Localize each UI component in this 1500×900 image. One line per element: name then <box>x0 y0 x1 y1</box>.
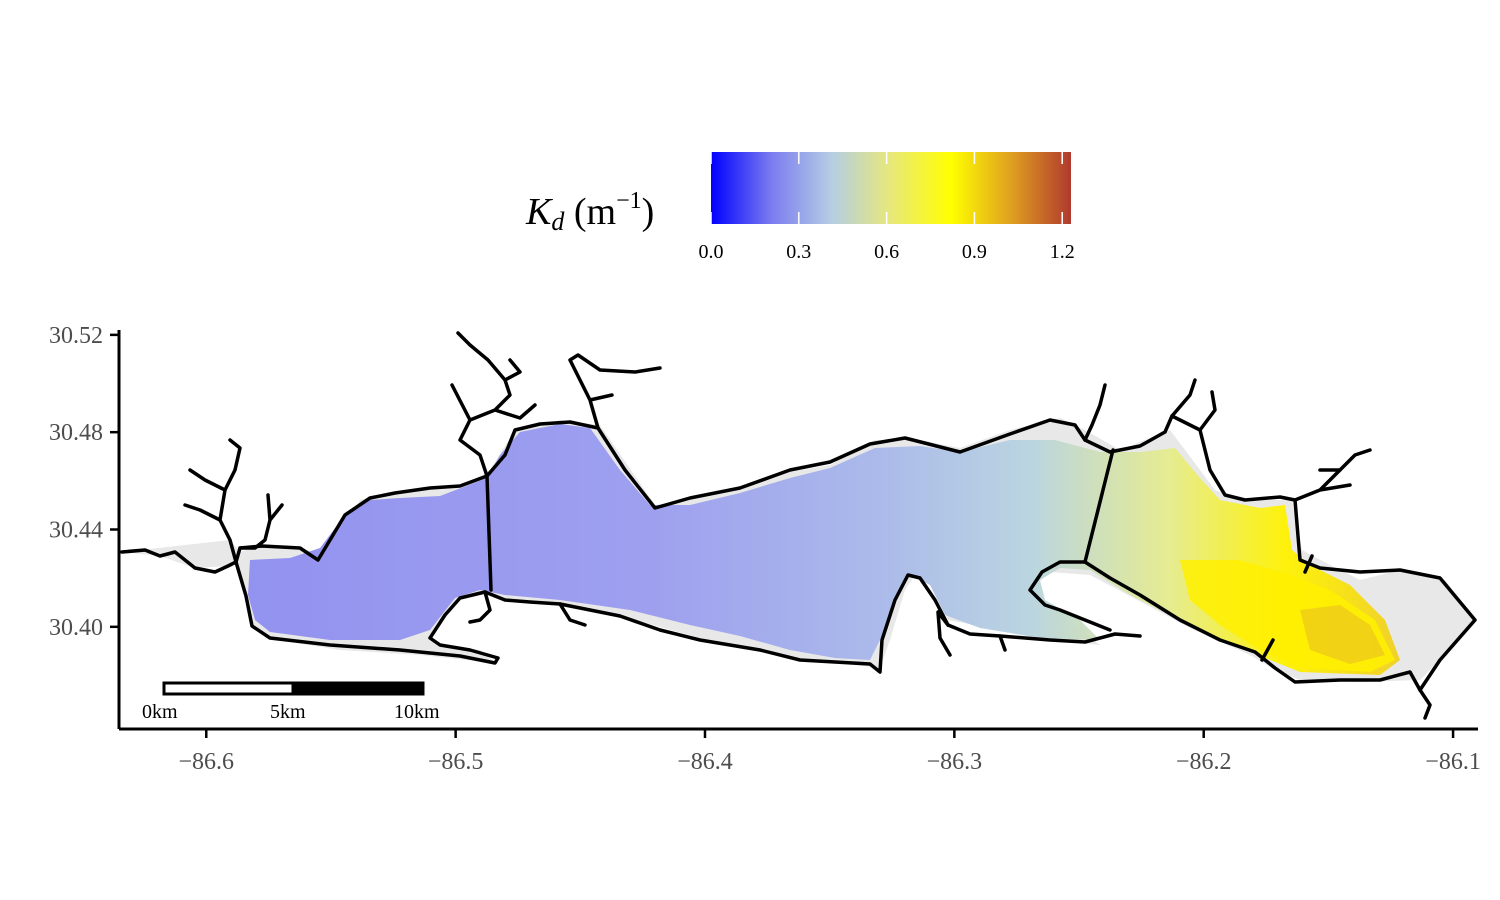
x-tick-label: −86.1 <box>1425 749 1481 775</box>
y-tick-label: 30.48 <box>49 420 103 446</box>
x-tick-label: −86.3 <box>927 749 983 775</box>
map-panel: −86.6 −86.5 −86.4 −86.3 −86.2 −86.1 30.52 30.4… <box>49 323 1481 775</box>
y-tick-label: 30.52 <box>49 323 103 349</box>
colorbar-tick-label: 0.3 <box>786 241 811 263</box>
x-axis-ticks: −86.6 −86.5 −86.4 −86.3 −86.2 −86.1 <box>179 729 1481 775</box>
x-tick-label: −86.4 <box>677 749 733 775</box>
x-tick-label: −86.6 <box>179 749 235 775</box>
colorbar-tick-label: 1.2 <box>1050 241 1075 263</box>
scale-label-0: 0km <box>142 701 178 723</box>
zone-boundaries <box>485 448 1314 662</box>
y-tick-label: 30.44 <box>49 518 103 544</box>
scale-bar-white-segment <box>162 681 295 696</box>
colorbar-ticks: 0.0 0.3 0.6 0.9 1.2 <box>699 152 1075 263</box>
coastline <box>120 331 1477 720</box>
scale-bar-black-segment <box>291 681 425 696</box>
scale-label-5: 5km <box>270 701 306 723</box>
colorbar <box>711 152 1071 224</box>
x-tick-label: −86.5 <box>428 749 484 775</box>
y-tick-label: 30.40 <box>49 615 103 641</box>
legend: Kd (m−1) 0.0 0.3 0.6 0.9 1.2 <box>525 152 1075 263</box>
x-tick-label: −86.2 <box>1176 749 1232 775</box>
water-kd-raster <box>248 424 1400 675</box>
colorbar-tick-label: 0.6 <box>874 241 899 263</box>
legend-title: Kd (m−1) <box>525 188 654 236</box>
colorbar-tick-label: 0.0 <box>699 241 724 263</box>
scale-bar: 0km 5km 10km <box>142 681 440 723</box>
y-axis-ticks: 30.52 30.48 30.44 30.40 <box>49 323 119 641</box>
peak-kd-hotspot <box>1300 605 1385 664</box>
colorbar-tick-label: 0.9 <box>962 241 987 263</box>
scale-label-10: 10km <box>394 701 440 723</box>
